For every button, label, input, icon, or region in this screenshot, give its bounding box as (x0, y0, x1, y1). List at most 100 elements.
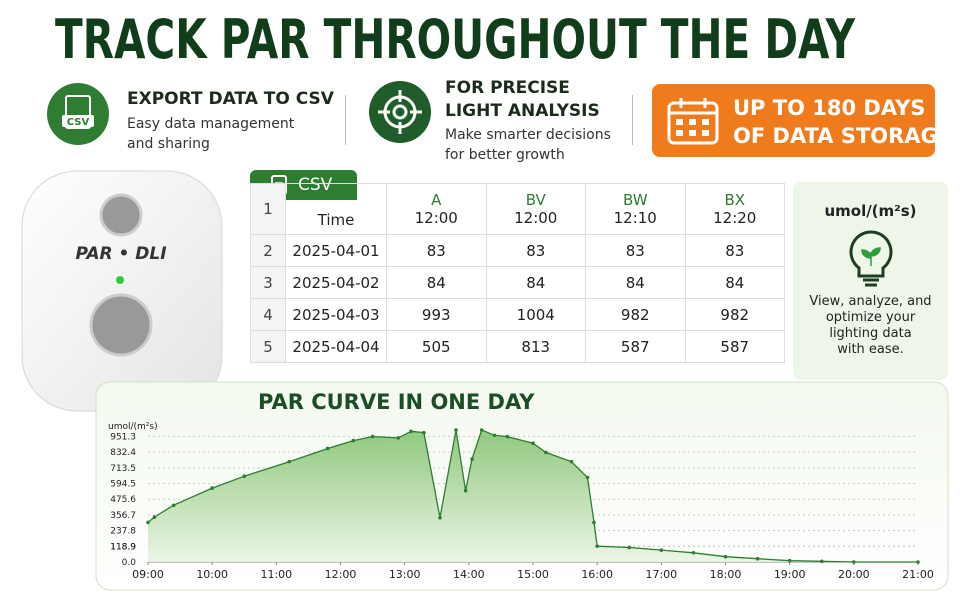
point (438, 515, 442, 520)
point (325, 446, 330, 451)
feature-title: LIGHT ANALYSIS (445, 101, 600, 121)
y-axis-label: umol/(m²s) (108, 422, 158, 432)
point (146, 520, 150, 525)
point (723, 554, 728, 559)
side-line: lighting data (829, 326, 912, 341)
value-cell: 84 (585, 266, 686, 299)
row-number: 5 (250, 330, 286, 363)
point (409, 429, 413, 434)
feature-title: EXPORT DATA TO CSV (127, 89, 334, 109)
side-line: View, analyze, and (809, 294, 932, 309)
point (755, 556, 760, 561)
value-cell: 587 (684, 330, 785, 363)
line (147, 429, 918, 563)
point (492, 433, 497, 438)
value-cell: 83 (485, 234, 586, 267)
row-number: 1 (250, 183, 286, 235)
column-header: BV 12:00 (485, 183, 586, 235)
value-cell: 505 (386, 330, 487, 363)
point (659, 548, 664, 552)
point (569, 459, 574, 464)
page-title: TRACK PAR THROUGHOUT THE DAY (55, 8, 856, 70)
badge-line: UP TO 180 DAYS (733, 96, 926, 120)
date-cell: 2025-04-04 (285, 330, 387, 363)
side-line: optimize your (825, 310, 916, 325)
csv-icon: CSV (47, 83, 109, 145)
point (396, 436, 401, 440)
column-time: 12:00 (514, 209, 558, 227)
date-cell: 2025-04-03 (285, 298, 387, 331)
header-row: 1 Time A 12:00 BV 12:00 BW 12:10 BX 12:20 (250, 183, 785, 235)
x-tick-label: 12:00 (325, 568, 357, 581)
x-tick-label: 09:00 (132, 568, 164, 581)
y-tick-label: 594.5 (110, 480, 136, 490)
column-time: 12:10 (613, 209, 657, 227)
point (592, 520, 596, 525)
point (463, 488, 468, 493)
y-tick-label: 713.5 (110, 464, 136, 474)
value-cell: 84 (485, 266, 586, 299)
column-header: Time (285, 183, 387, 235)
row-number: 3 (250, 266, 286, 299)
point (351, 438, 356, 443)
y-tick-label: 951.3 (110, 432, 136, 442)
y-tick-label: 237.8 (110, 527, 136, 537)
storage-badge (652, 84, 935, 157)
x-tick-label: 20:00 (838, 568, 870, 581)
point (479, 428, 484, 432)
y-tick-label: 118.9 (110, 542, 136, 552)
column-header: BW 12:10 (585, 183, 686, 235)
bulb-icon (849, 230, 892, 287)
x-tick-label: 18:00 (710, 568, 742, 581)
device: PAR • DLI (21, 170, 223, 412)
point (531, 441, 535, 446)
feature-title: FOR PRECISE (445, 78, 570, 98)
row-number: 2 (250, 234, 286, 267)
x-tick-label: 15:00 (517, 568, 549, 581)
y-tick-label: 832.4 (110, 448, 136, 458)
y-tick-label: 0.0 (122, 558, 137, 568)
point (595, 544, 599, 548)
point (787, 558, 792, 563)
unit-label: umol/(m²s) (824, 202, 917, 220)
icon-label: CSV (67, 117, 90, 128)
target-icon (369, 81, 431, 143)
area (148, 430, 918, 562)
y-tick-label: 475.6 (110, 495, 136, 505)
feature-line: Easy data management (127, 116, 295, 132)
chart-title: PAR CURVE IN ONE DAY (258, 390, 535, 414)
feature-line: Make smarter decisions (445, 127, 611, 143)
value-cell: 587 (585, 330, 686, 363)
value-cell: 83 (585, 234, 686, 267)
column-header: A 12:00 (386, 183, 487, 235)
badge-line: OF DATA STORAGE (733, 124, 953, 148)
feature-line: for better growth (445, 147, 565, 163)
table-row: 3 2025-04-02 84 84 84 84 (250, 266, 785, 299)
column-letter: BW (622, 191, 648, 209)
point (585, 475, 590, 480)
column-letter: A (431, 191, 442, 209)
point (454, 428, 458, 432)
point (171, 503, 176, 508)
column-letter: BX (724, 191, 746, 209)
feature-line: and sharing (127, 136, 210, 152)
x-tick-label: 10:00 (196, 568, 228, 581)
x-tick-label: 16:00 (581, 568, 613, 581)
point (152, 515, 157, 519)
calendar-icon (667, 98, 719, 145)
y-tick-label: 118.9 (110, 542, 136, 552)
table-row: 5 2025-04-04 505 813 587 587 (250, 330, 785, 363)
value-cell: 982 (585, 298, 686, 331)
table-row: 4 2025-04-03 993 1004 982 982 (250, 298, 785, 331)
point (627, 545, 632, 550)
y-tick-label: 356.7 (110, 511, 136, 521)
column-time: 12:20 (713, 209, 757, 227)
point (819, 559, 824, 564)
point (852, 560, 856, 564)
point (505, 434, 510, 439)
point (470, 457, 474, 461)
value-cell: 83 (386, 234, 487, 267)
header: TRACK PAR THROUGHOUT THE DAY (55, 8, 856, 70)
